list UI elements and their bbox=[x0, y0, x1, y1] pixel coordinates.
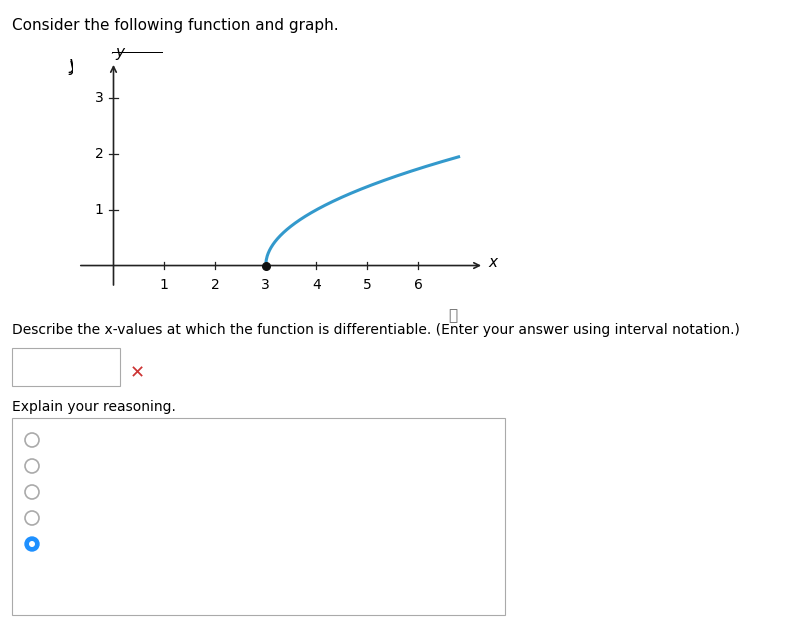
Text: Explain your reasoning.: Explain your reasoning. bbox=[12, 400, 176, 414]
Bar bbox=[12, 418, 505, 615]
Text: The function is not defined for some value(s).: The function is not defined for some val… bbox=[47, 459, 364, 473]
Text: $y = \sqrt{x-3}$: $y = \sqrt{x-3}$ bbox=[68, 50, 162, 78]
Text: The function is continuous.: The function is continuous. bbox=[47, 537, 234, 551]
Text: ⓘ: ⓘ bbox=[449, 308, 458, 323]
Text: 1: 1 bbox=[95, 203, 104, 217]
Text: x: x bbox=[488, 256, 497, 270]
Text: 1: 1 bbox=[160, 278, 168, 292]
Text: The graph has one or more cusps.: The graph has one or more cusps. bbox=[47, 485, 284, 499]
Circle shape bbox=[25, 537, 39, 551]
Text: $y = \sqrt{x-\mathbf{}}$: $y = \sqrt{x-\mathbf{}}$ bbox=[68, 52, 152, 76]
Text: y: y bbox=[115, 45, 124, 61]
Text: The derivative does not exist at endpoints.: The derivative does not exist at endpoin… bbox=[47, 511, 345, 525]
Text: 4: 4 bbox=[312, 278, 321, 292]
Text: 3: 3 bbox=[262, 278, 270, 292]
Text: 6: 6 bbox=[414, 278, 423, 292]
Text: 2: 2 bbox=[211, 278, 220, 292]
Text: 3: 3 bbox=[95, 91, 104, 105]
Text: 5: 5 bbox=[363, 278, 372, 292]
Text: The function is discontinuous for some value(s).: The function is discontinuous for some v… bbox=[47, 433, 380, 447]
Circle shape bbox=[29, 541, 35, 547]
Bar bbox=[12, 348, 120, 386]
Text: 2: 2 bbox=[95, 147, 104, 161]
Text: ×: × bbox=[487, 595, 497, 608]
Text: Describe the x-values at which the function is differentiable. (Enter your answe: Describe the x-values at which the funct… bbox=[12, 323, 740, 337]
Text: Consider the following function and graph.: Consider the following function and grap… bbox=[12, 18, 339, 33]
Text: ✕: ✕ bbox=[130, 364, 145, 382]
